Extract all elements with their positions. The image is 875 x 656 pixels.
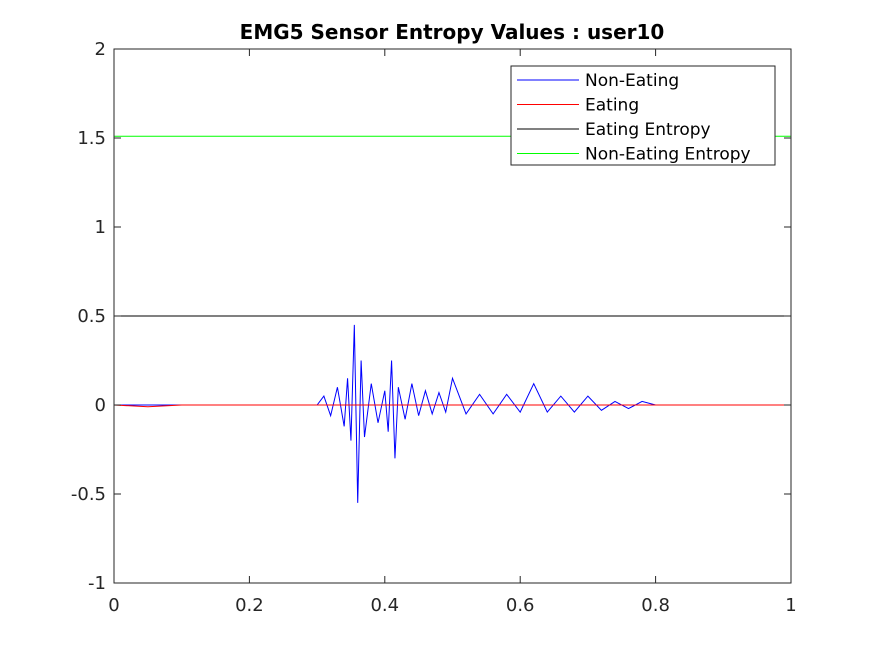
- legend-item: Eating: [517, 96, 639, 116]
- y-tick-label: 0.5: [77, 306, 106, 327]
- legend-box: [510, 65, 776, 166]
- y-tick-label: 0: [95, 395, 106, 416]
- legend-label: Eating: [585, 96, 639, 116]
- x-tick-label: 0.4: [370, 595, 399, 616]
- y-tick-label: 2: [95, 39, 106, 60]
- chart-title: EMG5 Sensor Entropy Values : user10: [240, 20, 665, 44]
- legend-item: Non-Eating Entropy: [517, 145, 751, 165]
- legend-label: Non-Eating Entropy: [585, 145, 751, 165]
- y-tick-label: -0.5: [71, 484, 106, 505]
- x-tick-label: 0: [108, 595, 119, 616]
- x-tick-label: 0.6: [506, 595, 535, 616]
- legend-item: Eating Entropy: [517, 120, 711, 140]
- axis-layer: 0 0.2 0.4 0.6 0.8 1 -1 -0.5 0 0.5 1 1.5 2: [71, 39, 797, 616]
- series-layer: [113, 135, 791, 503]
- legend-items: Non-Eating Eating Eating Entropy Non-Eating…: [517, 71, 751, 165]
- legend: Non-Eating Eating Eating Entropy Non-Eating…: [510, 65, 776, 166]
- y-tick-label: 1.5: [77, 128, 106, 149]
- x-tick-label: 0.8: [641, 595, 670, 616]
- x-tick-label: 1: [785, 595, 796, 616]
- y-tick-label: 1: [95, 217, 106, 238]
- series-line-2: [113, 404, 791, 408]
- x-tick-label: 0.2: [235, 595, 264, 616]
- legend-label: Eating Entropy: [585, 120, 711, 140]
- legend-item: Non-Eating: [517, 71, 679, 91]
- legend-label: Non-Eating: [585, 71, 679, 91]
- y-tick-label: -1: [88, 573, 106, 594]
- series-line-1: [114, 324, 791, 503]
